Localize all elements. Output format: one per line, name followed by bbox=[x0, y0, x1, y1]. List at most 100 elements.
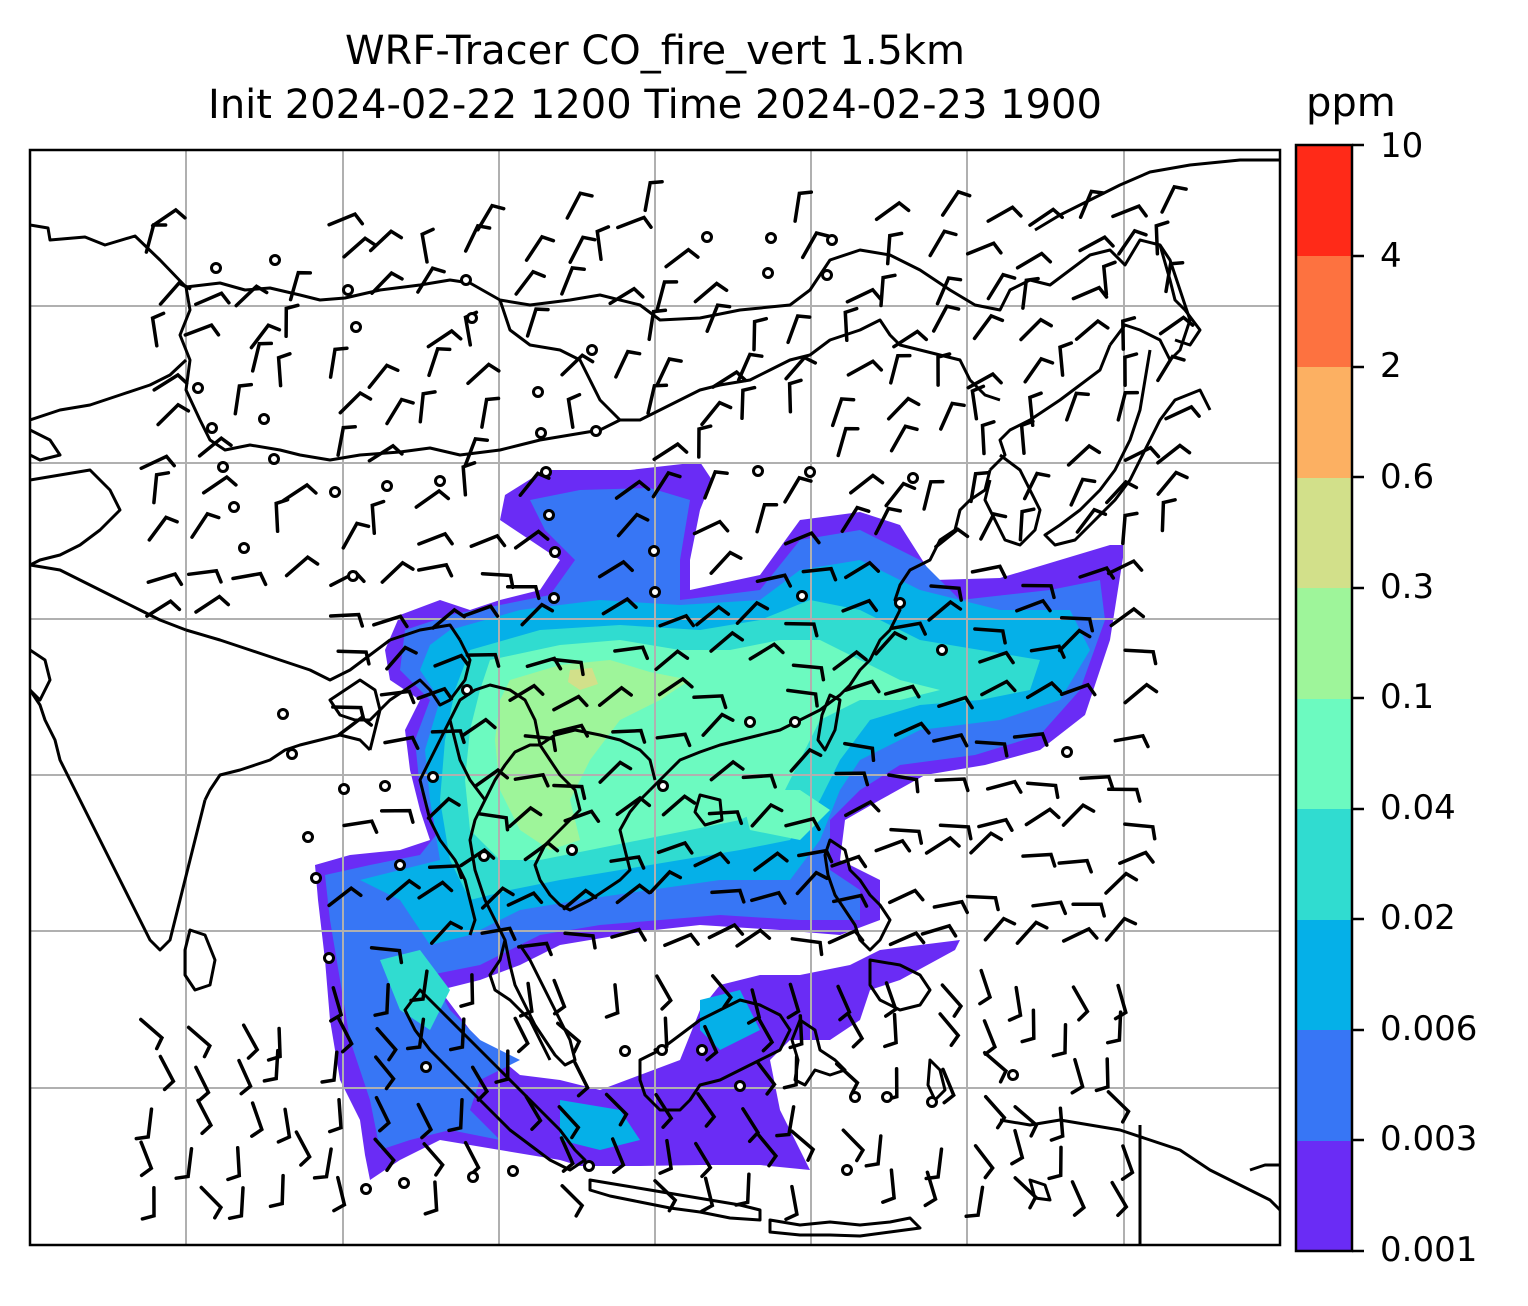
colorbar bbox=[1294, 143, 1364, 1253]
calm-wind-circle bbox=[821, 269, 833, 281]
wind-barb bbox=[266, 1026, 282, 1062]
wind-barb bbox=[506, 891, 544, 907]
calm-wind-circle bbox=[762, 267, 774, 279]
wind-barb bbox=[140, 1186, 156, 1221]
wind-barb bbox=[556, 1021, 582, 1055]
wind-barb bbox=[336, 649, 371, 666]
wind-barb bbox=[1069, 477, 1097, 507]
calm-wind-circle bbox=[217, 461, 229, 473]
wind-barb bbox=[1078, 566, 1116, 580]
calm-wind-circle bbox=[583, 1160, 595, 1172]
wind-barb bbox=[980, 679, 1017, 697]
wind-barb bbox=[890, 621, 927, 636]
wind-barb bbox=[508, 683, 545, 702]
colorbar-segment bbox=[1296, 367, 1352, 478]
wind-barb bbox=[707, 922, 745, 940]
wind-barb bbox=[1071, 285, 1109, 301]
wind-barb bbox=[284, 554, 320, 578]
calm-wind-circle bbox=[277, 708, 289, 720]
calm-wind-circle bbox=[696, 1044, 708, 1056]
wind-barb bbox=[1101, 260, 1117, 297]
wind-barb bbox=[736, 352, 764, 382]
borneo-coast bbox=[638, 998, 792, 1112]
wind-barb bbox=[276, 352, 292, 388]
wind-barb bbox=[889, 353, 912, 385]
wind-barb bbox=[693, 281, 729, 304]
wind-barb bbox=[405, 1017, 426, 1051]
calm-wind-circle bbox=[192, 382, 204, 394]
wind-barb bbox=[430, 729, 466, 745]
wind-barb bbox=[783, 530, 821, 546]
wind-barb bbox=[934, 527, 970, 549]
wind-barb bbox=[840, 505, 871, 534]
calm-wind-circle bbox=[427, 771, 439, 783]
wind-barb bbox=[1025, 781, 1060, 800]
wind-barb bbox=[1065, 391, 1090, 422]
calm-wind-circle bbox=[460, 274, 472, 286]
wind-barb bbox=[385, 645, 418, 671]
wind-barb bbox=[513, 529, 550, 550]
colorbar-tick-label: 0.04 bbox=[1380, 788, 1456, 828]
wind-barb bbox=[237, 1058, 253, 1096]
wind-barb bbox=[986, 272, 1017, 301]
wind-barb bbox=[1078, 235, 1115, 253]
colorbar-segment bbox=[1296, 698, 1352, 809]
wind-barb bbox=[409, 969, 429, 1003]
colorbar-segment bbox=[1296, 256, 1352, 367]
calm-wind-circle bbox=[302, 831, 314, 843]
wind-barb bbox=[879, 273, 897, 308]
calm-wind-circle bbox=[535, 427, 547, 439]
wind-barb bbox=[462, 604, 500, 618]
wind-barb bbox=[552, 723, 590, 738]
wind-barb bbox=[775, 1105, 796, 1138]
wind-barb bbox=[338, 390, 373, 415]
wind-barb bbox=[800, 230, 830, 260]
wind-barb bbox=[604, 1092, 629, 1127]
wind-barb bbox=[563, 931, 597, 950]
wind-barb bbox=[797, 848, 834, 864]
west-border bbox=[30, 468, 122, 567]
wind-barb bbox=[801, 566, 838, 582]
wind-barb bbox=[414, 488, 451, 509]
wind-barb bbox=[505, 584, 541, 601]
wind-barb bbox=[281, 482, 318, 503]
calm-wind-circle bbox=[507, 1165, 519, 1177]
wind-barb bbox=[327, 211, 365, 227]
wind-barb bbox=[887, 773, 920, 794]
calm-wind-circle bbox=[752, 465, 764, 477]
wind-barb bbox=[145, 599, 182, 618]
wind-barb bbox=[274, 497, 290, 534]
wind-barb bbox=[320, 1050, 339, 1084]
india-nepal-border bbox=[185, 623, 462, 682]
calm-wind-circle bbox=[894, 597, 906, 609]
wind-barb bbox=[448, 1017, 466, 1052]
calm-wind-circle bbox=[467, 1171, 479, 1183]
plume-peak bbox=[568, 668, 598, 690]
wind-barb bbox=[385, 397, 415, 426]
wind-barb bbox=[1164, 260, 1185, 294]
wind-barb bbox=[657, 676, 694, 697]
wind-barb bbox=[329, 986, 344, 1023]
calm-wind-circle bbox=[648, 545, 660, 557]
calm-wind-circle bbox=[586, 344, 598, 356]
wind-barb bbox=[1028, 207, 1064, 227]
wind-barb bbox=[559, 1136, 575, 1173]
calm-wind-circle bbox=[548, 592, 560, 604]
wind-barb bbox=[710, 888, 746, 904]
wind-barb bbox=[312, 1147, 333, 1180]
wind-barb bbox=[784, 621, 819, 638]
wind-barb bbox=[973, 1144, 995, 1180]
calm-wind-circle bbox=[310, 872, 322, 884]
wind-barb bbox=[418, 390, 437, 424]
calm-wind-circle bbox=[286, 748, 298, 760]
himalaya-border bbox=[30, 563, 187, 632]
wind-barb bbox=[331, 705, 366, 721]
calm-wind-circle bbox=[532, 386, 544, 398]
wind-barb bbox=[1029, 644, 1066, 659]
calm-wind-circle bbox=[420, 1061, 432, 1073]
wind-barb bbox=[888, 930, 926, 947]
wind-barb bbox=[465, 652, 501, 668]
wind-barb bbox=[648, 869, 683, 895]
wind-barb bbox=[941, 1067, 956, 1105]
wind-barb bbox=[1024, 807, 1061, 827]
